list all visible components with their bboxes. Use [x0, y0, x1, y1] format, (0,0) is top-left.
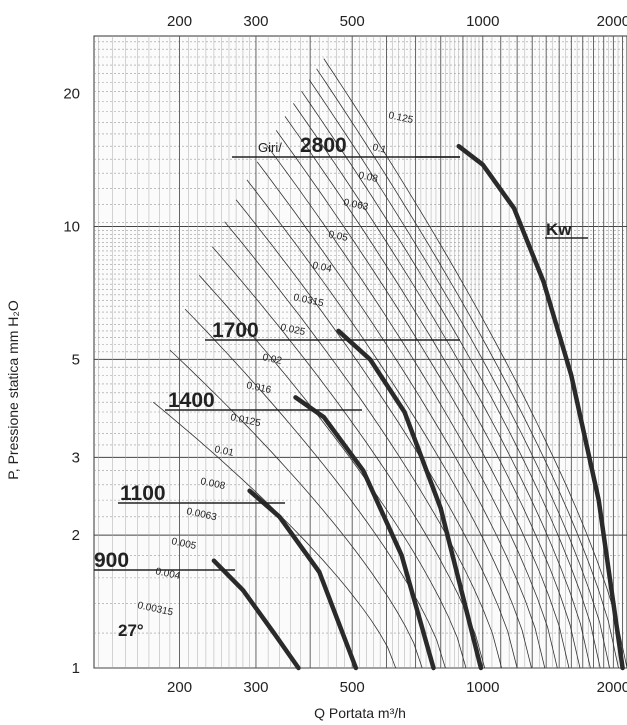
y-axis-title: P, Pressione statica mm H₂O: [5, 300, 21, 480]
rpm-label-900: 900: [94, 549, 129, 572]
rpm-label-1400: 1400: [168, 389, 215, 412]
corner-angle-label: 27°: [118, 621, 144, 640]
power-curve: [224, 221, 502, 669]
rpm-curve-1700: [336, 328, 484, 671]
power-label: 0.04: [311, 260, 333, 275]
x-tick-top: 200: [167, 13, 192, 30]
rpm-prefix-label: Giri/: [258, 140, 282, 155]
rpm-curve-2800: [456, 143, 625, 671]
power-label: 0.016: [245, 380, 272, 396]
x-tick-bottom: 500: [340, 679, 365, 696]
rpm-curve-1100: [247, 488, 359, 671]
power-curve: [184, 308, 446, 669]
x-axis-title: Q Portata m³/h: [314, 705, 406, 721]
rpm-label-1100: 1100: [120, 482, 166, 505]
power-label: 0.08: [357, 170, 379, 185]
x-tick-bottom: 300: [243, 679, 268, 696]
x-tick-bottom: 200: [167, 679, 192, 696]
x-tick-top: 300: [243, 13, 268, 30]
power-curves: [153, 58, 627, 669]
power-curve: [308, 79, 610, 669]
power-curve: [323, 58, 627, 669]
power-curve: [246, 179, 532, 669]
rpm-label-2800: 2800: [300, 134, 347, 157]
x-tick-top: 2000: [597, 13, 627, 30]
power-label: 0.125: [387, 110, 414, 126]
grid: [93, 35, 627, 669]
power-curve: [316, 68, 619, 669]
labels: 0.1250.10.080.0630.050.040.03150.0250.02…: [63, 13, 627, 696]
power-curve: [211, 246, 486, 669]
x-tick-top: 1000: [466, 13, 499, 30]
power-curve: [198, 275, 467, 669]
x-tick-top: 500: [340, 13, 365, 30]
power-label: 0.025: [279, 322, 306, 338]
power-label: 0.02: [261, 352, 283, 367]
x-tick-bottom: 1000: [466, 679, 499, 696]
y-tick: 3: [72, 449, 80, 466]
power-curve: [293, 103, 591, 669]
power-label: 0.05: [327, 229, 349, 244]
power-curve: [275, 130, 570, 669]
power-curve: [169, 349, 423, 669]
power-curve: [266, 145, 558, 669]
y-tick: 5: [72, 351, 80, 368]
power-label: 0.01: [213, 444, 235, 459]
power-curve: [235, 199, 518, 669]
power-label: 0.008: [199, 476, 226, 492]
y-tick: 10: [63, 218, 80, 235]
x-tick-bottom: 2000: [597, 679, 627, 696]
power-label: 0.005: [170, 536, 197, 552]
rpm-curve-900: [211, 558, 301, 671]
power-label: 0.063: [342, 197, 369, 213]
y-tick: 1: [72, 660, 80, 677]
power-label: 0.1: [371, 142, 387, 156]
power-curve: [256, 161, 546, 669]
kw-unit-label: Kw: [546, 220, 572, 239]
rpm-label-1700: 1700: [212, 319, 259, 342]
y-tick: 20: [63, 86, 80, 103]
power-curve: [301, 90, 601, 669]
y-tick: 2: [72, 527, 80, 544]
